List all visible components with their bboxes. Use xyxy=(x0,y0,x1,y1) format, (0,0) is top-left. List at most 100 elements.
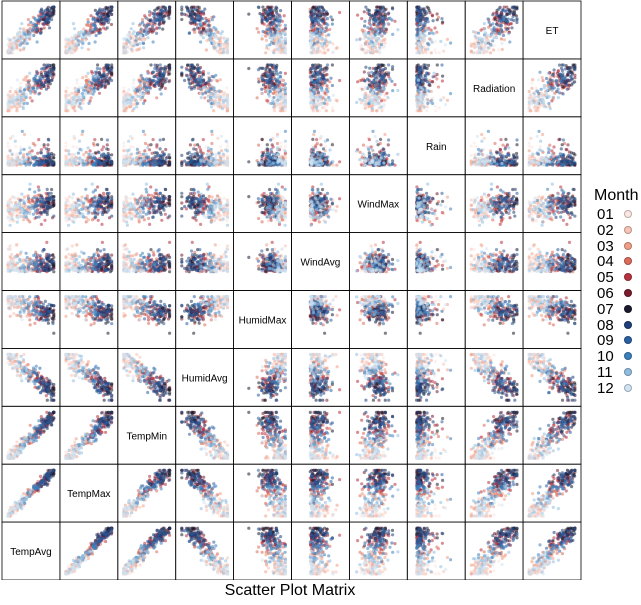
point-month-10 xyxy=(93,40,97,44)
point-month-04 xyxy=(260,37,264,41)
point-month-12 xyxy=(283,102,287,106)
point-month-12 xyxy=(127,95,131,99)
point-month-09 xyxy=(110,68,114,72)
point-month-10 xyxy=(196,16,200,20)
point-month-09 xyxy=(45,17,50,21)
point-month-09 xyxy=(47,63,51,67)
point-month-09 xyxy=(561,63,566,67)
point-month-12 xyxy=(370,101,374,105)
point-month-09 xyxy=(162,68,166,72)
point-month-09 xyxy=(189,76,194,80)
point-month-10 xyxy=(274,26,278,30)
point-month-07 xyxy=(514,14,519,18)
point-month-10 xyxy=(415,16,419,20)
point-month-07 xyxy=(435,63,439,67)
point-month-08 xyxy=(270,81,274,85)
point-month-11 xyxy=(272,105,276,109)
point-month-11 xyxy=(379,34,383,38)
point-month-11 xyxy=(24,36,28,40)
point-month-08 xyxy=(158,87,162,91)
point-month-12 xyxy=(225,37,230,41)
point-month-03 xyxy=(25,74,29,78)
point-month-10 xyxy=(34,82,38,86)
point-month-09 xyxy=(197,67,201,71)
point-month-09 xyxy=(381,68,385,72)
point-month-09 xyxy=(42,83,46,88)
point-month-12 xyxy=(127,36,131,40)
point-month-05 xyxy=(479,28,483,32)
point-month-10 xyxy=(449,41,453,45)
point-month-10 xyxy=(147,23,151,27)
point-month-11 xyxy=(199,96,203,100)
point-month-07 xyxy=(52,9,56,13)
point-month-12 xyxy=(275,43,279,47)
point-month-11 xyxy=(418,22,422,26)
point-month-05 xyxy=(30,149,34,153)
point-month-12 xyxy=(122,37,126,41)
point-month-11 xyxy=(73,27,77,31)
point-month-12 xyxy=(377,106,381,110)
point-month-08 xyxy=(110,12,114,16)
point-month-01 xyxy=(225,86,229,90)
point-month-02 xyxy=(9,106,14,110)
point-month-09 xyxy=(98,67,102,71)
point-month-12 xyxy=(64,51,68,55)
point-month-10 xyxy=(376,73,381,77)
point-month-09 xyxy=(97,31,101,35)
point-month-12 xyxy=(379,39,383,43)
point-month-08 xyxy=(163,65,167,69)
point-month-12 xyxy=(539,92,543,96)
point-month-07 xyxy=(441,74,445,78)
point-month-08 xyxy=(374,8,378,12)
point-month-03 xyxy=(335,99,339,103)
point-month-12 xyxy=(419,46,423,50)
point-month-07 xyxy=(39,27,44,31)
point-month-10 xyxy=(265,27,269,31)
point-month-03 xyxy=(472,42,476,46)
point-month-12 xyxy=(225,46,230,50)
point-month-10 xyxy=(276,16,280,20)
point-month-10 xyxy=(145,16,149,20)
point-month-09 xyxy=(324,10,328,14)
point-month-12 xyxy=(362,103,366,107)
point-month-12 xyxy=(363,51,367,55)
point-month-12 xyxy=(25,92,29,96)
point-month-04 xyxy=(436,85,441,89)
point-month-12 xyxy=(472,51,476,55)
point-month-01 xyxy=(6,144,10,148)
point-month-12 xyxy=(124,46,128,50)
point-month-12 xyxy=(422,39,426,43)
point-month-03 xyxy=(86,47,90,52)
point-month-11 xyxy=(21,107,25,111)
point-month-12 xyxy=(500,41,504,46)
point-month-11 xyxy=(426,47,430,51)
point-month-09 xyxy=(155,31,159,35)
point-month-12 xyxy=(548,95,552,99)
point-month-09 xyxy=(41,154,46,158)
point-month-11 xyxy=(265,89,269,93)
point-month-12 xyxy=(373,100,377,104)
point-month-09 xyxy=(103,74,107,78)
point-month-04 xyxy=(264,34,268,38)
panel-ET-vs-TempAvg xyxy=(1,0,61,60)
point-month-01 xyxy=(530,81,534,85)
point-month-03 xyxy=(264,38,269,43)
point-month-09 xyxy=(323,78,327,82)
point-month-09 xyxy=(561,72,565,76)
point-month-10 xyxy=(212,86,216,90)
point-month-10 xyxy=(139,27,143,31)
point-month-10 xyxy=(382,29,386,33)
point-month-12 xyxy=(541,103,545,107)
point-month-10 xyxy=(92,22,96,26)
point-month-10 xyxy=(499,27,503,31)
point-month-09 xyxy=(261,78,265,82)
point-month-12 xyxy=(72,96,76,100)
point-month-12 xyxy=(370,34,375,38)
point-month-12 xyxy=(6,93,10,97)
panel-Radiation-vs-TempAvg xyxy=(1,58,61,118)
point-month-12 xyxy=(309,92,313,96)
point-month-12 xyxy=(418,102,422,106)
point-month-11 xyxy=(144,28,148,32)
point-month-10 xyxy=(371,79,376,83)
point-month-12 xyxy=(368,41,372,45)
